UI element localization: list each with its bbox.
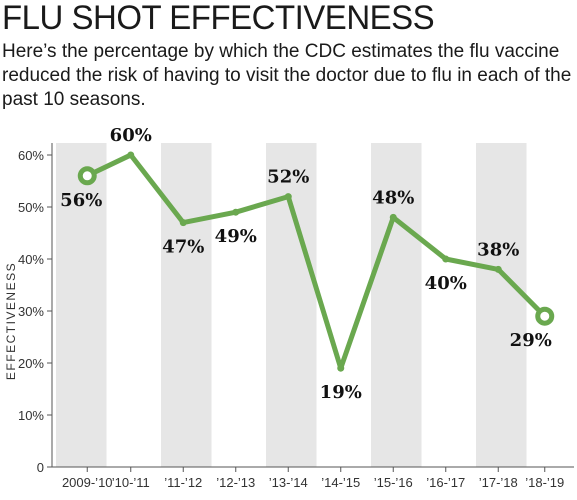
data-label: 60% [110, 125, 152, 146]
x-tick-label: ’16-’17 [426, 475, 465, 490]
column-band [476, 143, 527, 467]
x-tick-label: ’11-’12 [164, 475, 202, 490]
series-line [84, 152, 548, 371]
data-point [179, 219, 187, 227]
endpoint-marker [535, 306, 555, 326]
x-tick-label: ’10-’11 [112, 475, 150, 490]
endpoint-marker [77, 166, 97, 186]
y-tick-label: 50% [18, 200, 44, 215]
data-label: 47% [162, 237, 204, 258]
y-tick-label: 0 [37, 460, 44, 475]
data-point [442, 255, 450, 263]
data-label: 56% [60, 190, 102, 211]
data-label: 29% [510, 330, 552, 351]
chart-subtitle: Here’s the percentage by which the CDC e… [2, 41, 572, 110]
y-tick-label: 60% [18, 148, 44, 163]
x-tick-label: ’13-’14 [269, 475, 308, 490]
y-tick-label: 40% [18, 252, 44, 267]
data-label: 49% [215, 226, 257, 247]
data-label: 19% [320, 382, 362, 403]
data-label: 52% [267, 167, 309, 188]
data-point [494, 265, 502, 273]
data-point [284, 193, 292, 201]
y-axis-title: EFFECTIVENESS [4, 262, 18, 380]
column-band [266, 143, 317, 467]
data-point [232, 208, 240, 216]
data-label: 48% [372, 187, 414, 208]
data-point [337, 364, 345, 372]
y-tick-label: 20% [18, 356, 44, 371]
x-tick-label: ’17-’18 [479, 475, 518, 490]
x-tick-label: ’15-’16 [374, 475, 413, 490]
data-point [389, 213, 397, 221]
x-tick-label: ’18-’19 [525, 475, 564, 490]
column-band [371, 143, 422, 467]
column-band [161, 143, 212, 467]
data-point [127, 151, 135, 159]
x-tick-label: ’14-’15 [321, 475, 360, 490]
x-tick-label: 2009-’10 [62, 475, 113, 490]
chart-title: FLU SHOT EFFECTIVENESS [2, 0, 435, 37]
y-tick-label: 30% [18, 304, 44, 319]
data-label: 38% [477, 239, 519, 260]
data-label: 40% [425, 273, 467, 294]
y-tick-label: 10% [18, 408, 44, 423]
x-tick-label: ’12-’13 [216, 475, 255, 490]
column-band [56, 143, 107, 467]
